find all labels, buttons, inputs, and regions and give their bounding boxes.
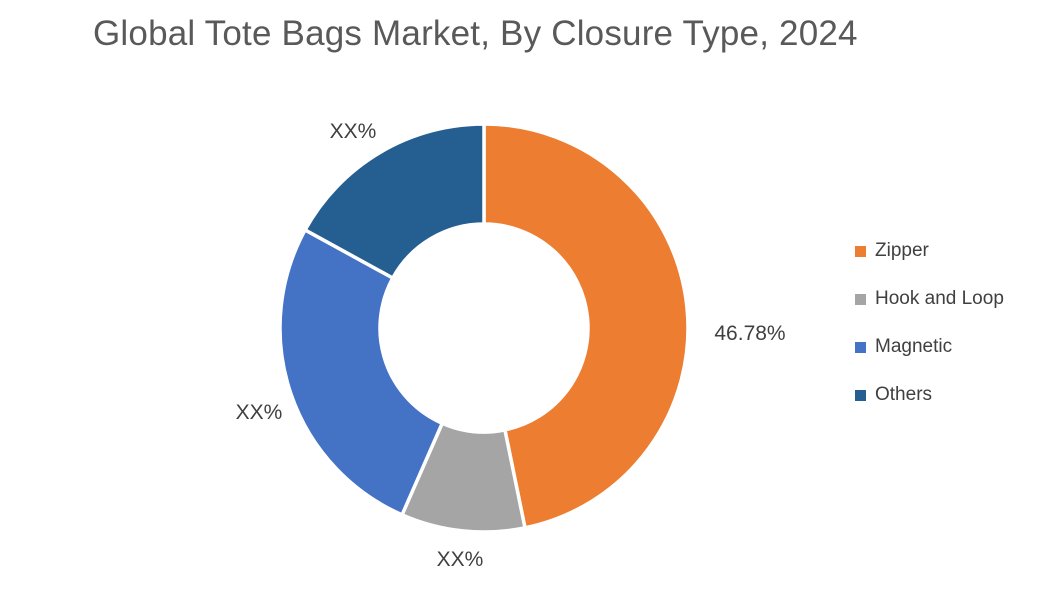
- chart-legend: Zipper Hook and Loop Magnetic Others: [855, 239, 1004, 407]
- legend-marker-hook-and-loop: [855, 293, 866, 305]
- legend-marker-zipper: [855, 245, 866, 257]
- chart-title: Global Tote Bags Market, By Closure Type…: [93, 14, 858, 53]
- legend-label-hook-and-loop: Hook and Loop: [875, 288, 1004, 309]
- legend-marker-magnetic: [855, 341, 866, 353]
- donut-slice-others: [303, 122, 486, 280]
- donut-slice-zipper: [482, 122, 690, 530]
- legend-label-magnetic: Magnetic: [875, 336, 953, 357]
- data-label-magnetic: XX%: [235, 401, 283, 424]
- data-label-zipper: 46.78%: [714, 322, 786, 345]
- legend-label-zipper: Zipper: [875, 240, 929, 261]
- data-label-hook-and-loop: XX%: [436, 548, 484, 571]
- legend-label-others: Others: [875, 384, 933, 405]
- legend-item-others: Others: [855, 383, 1004, 407]
- legend-marker-others: [855, 389, 866, 401]
- legend-item-zipper: Zipper: [855, 239, 1004, 263]
- donut-slice-magnetic: [278, 228, 444, 517]
- legend-item-magnetic: Magnetic: [855, 335, 1004, 359]
- data-label-others: XX%: [329, 120, 377, 143]
- legend-item-hook-and-loop: Hook and Loop: [855, 287, 1004, 311]
